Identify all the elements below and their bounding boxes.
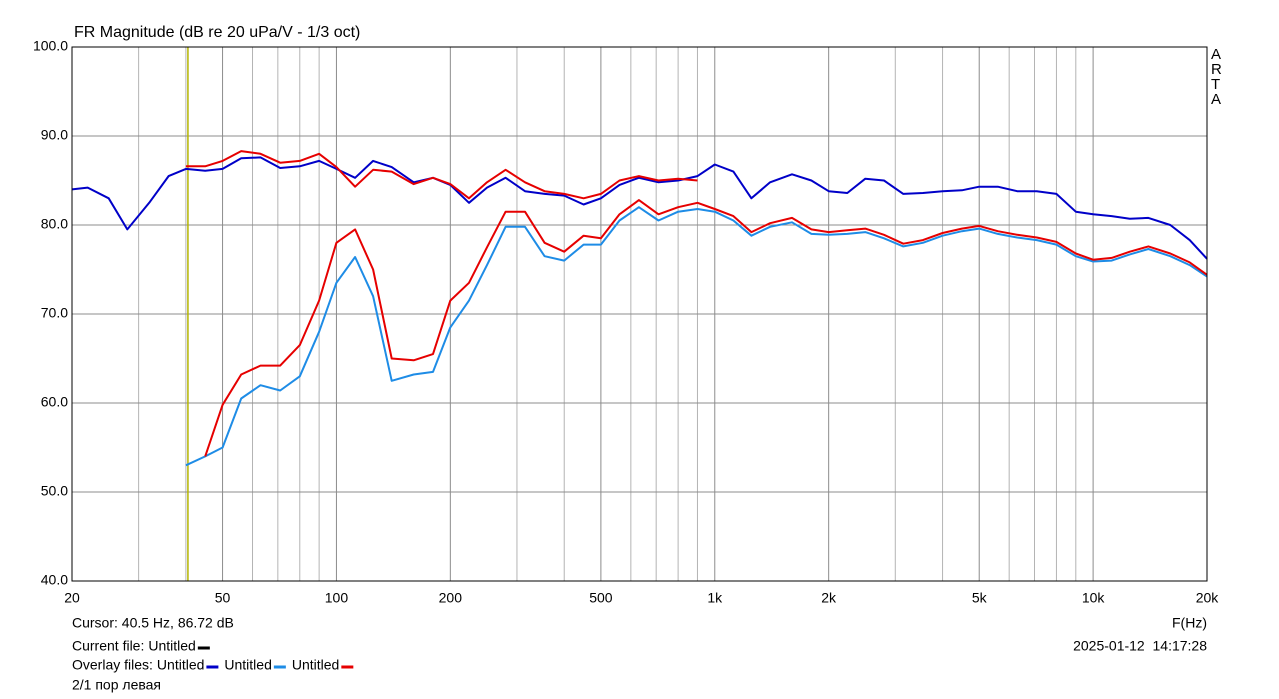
watermark: ARTA <box>1211 46 1222 108</box>
x-tick-label: 500 <box>589 590 613 606</box>
x-tick-label: 2k <box>821 590 837 606</box>
x-tick-label: 20 <box>64 590 80 606</box>
y-tick-label: 50.0 <box>41 483 68 499</box>
x-tick-label: 20k <box>1196 590 1220 606</box>
x-tick-label: 1k <box>707 590 723 606</box>
legend-label: Current file: <box>72 638 144 654</box>
series-line <box>71 156 1208 260</box>
x-tick-label: 200 <box>439 590 463 606</box>
y-tick-label: 100.0 <box>33 38 68 54</box>
series-line <box>185 150 698 200</box>
y-tick-label: 60.0 <box>41 394 68 410</box>
series-line <box>185 206 1208 467</box>
x-tick-label: 5k <box>972 590 988 606</box>
y-tick-label: 80.0 <box>41 216 68 232</box>
series-line <box>204 199 1208 457</box>
y-tick-label: 70.0 <box>41 305 68 321</box>
note: 2/1 пор левая <box>72 677 161 693</box>
timestamp: 2025-01-12 14:17:28 <box>1073 638 1207 654</box>
plot-frame <box>71 46 1208 582</box>
legend-name: Untitled <box>148 638 195 654</box>
x-axis-label: F(Hz) <box>1172 615 1207 631</box>
y-tick-label: 40.0 <box>41 572 68 588</box>
x-tick-label: 100 <box>325 590 349 606</box>
legend-name: Untitled <box>157 657 204 673</box>
x-tick-label: 50 <box>215 590 231 606</box>
legend-name: Untitled <box>292 657 339 673</box>
x-tick-label: 10k <box>1082 590 1106 606</box>
y-tick-label: 90.0 <box>41 127 68 143</box>
chart-title: FR Magnitude (dB re 20 uPa/V - 1/3 oct) <box>74 24 360 41</box>
legend-label: Overlay files: <box>72 657 153 673</box>
cursor-readout: Cursor: 40.5 Hz, 86.72 dB <box>72 615 234 631</box>
legend-name: Untitled <box>224 657 271 673</box>
